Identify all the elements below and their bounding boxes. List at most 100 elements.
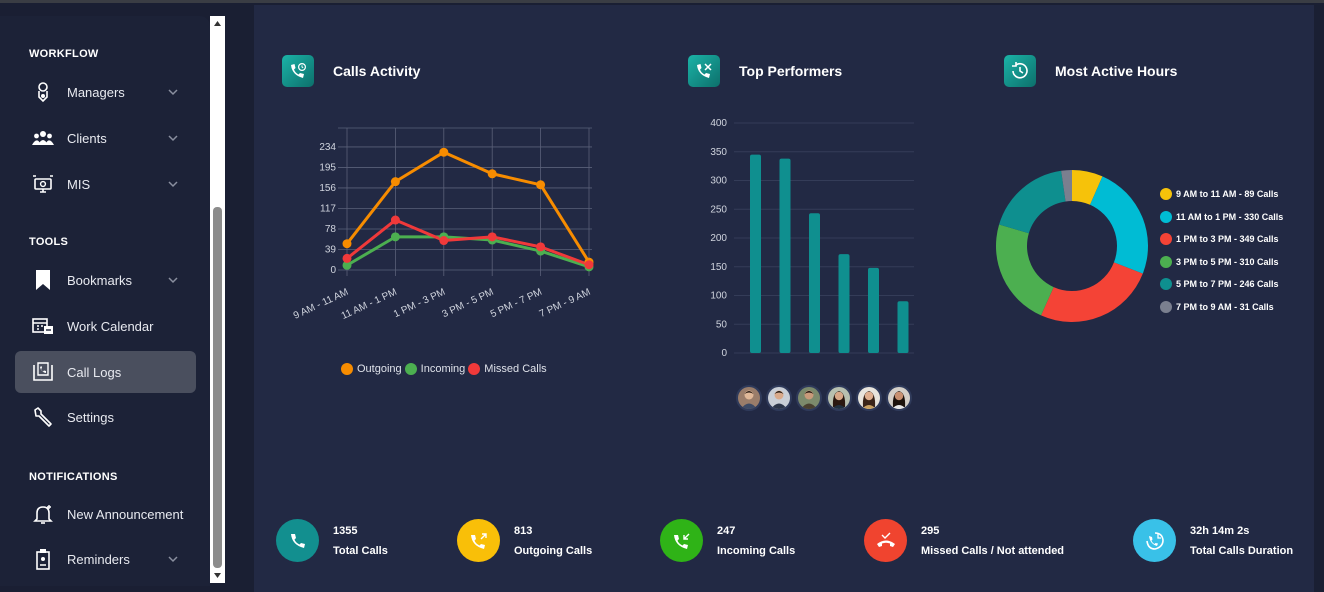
bar[interactable]	[868, 267, 879, 353]
legend-item-outgoing[interactable]: Outgoing	[341, 363, 402, 375]
call-clock-icon	[282, 55, 314, 87]
sidebar-scrollbar[interactable]	[210, 16, 225, 583]
y-tick-label: 300	[710, 176, 727, 187]
pie-slice[interactable]	[1041, 262, 1143, 323]
legend-swatch	[341, 363, 353, 375]
call-logs-icon	[32, 361, 54, 383]
sidebar-item-new-announcement[interactable]: New Announcement	[15, 493, 196, 535]
section-title-workflow: WORKFLOW	[29, 48, 99, 60]
series-line-missed-calls	[346, 218, 590, 267]
x-tick-label: 5 PM - 7 PM	[489, 287, 544, 320]
bell-icon	[32, 503, 54, 525]
stat-incoming-calls: 247 Incoming Calls	[660, 519, 795, 562]
chevron-down-icon[interactable]	[168, 275, 178, 285]
data-point[interactable]	[390, 215, 400, 225]
series-line-outgoing	[345, 150, 591, 263]
most-active-hours-donut-chart	[995, 170, 1149, 323]
data-point[interactable]	[439, 236, 449, 246]
pie-slice[interactable]	[1061, 170, 1072, 202]
phone-icon	[276, 519, 319, 562]
legend-label: 5 PM to 7 PM - 246 Calls	[1176, 279, 1279, 290]
sidebar-item-label: Managers	[67, 84, 125, 100]
stat-total-calls: 1355 Total Calls	[276, 519, 388, 562]
legend-item[interactable]: 7 PM to 9 AM - 31 Calls	[1160, 296, 1283, 319]
avatar[interactable]	[886, 385, 912, 411]
pie-slice[interactable]	[995, 224, 1054, 316]
avatar[interactable]	[796, 385, 822, 411]
clients-icon	[32, 127, 54, 149]
most-active-hours-header: Most Active Hours	[1004, 55, 1177, 87]
legend-item[interactable]: 11 AM to 1 PM - 330 Calls	[1160, 206, 1283, 229]
sidebar-item-managers[interactable]: Managers	[15, 71, 196, 113]
avatar[interactable]	[856, 385, 882, 411]
sidebar-item-label: MIS	[67, 176, 91, 192]
stat-outgoing-calls: 813 Outgoing Calls	[457, 519, 592, 562]
sidebar-item-label: Clients	[67, 130, 107, 146]
legend-swatch	[1160, 255, 1172, 268]
chevron-down-icon[interactable]	[168, 179, 178, 189]
data-point[interactable]	[390, 177, 400, 187]
scrollbar-thumb[interactable]	[213, 207, 222, 568]
data-point[interactable]	[487, 232, 497, 242]
y-tick-label: 350	[710, 147, 727, 158]
stat-value: 295	[921, 524, 940, 537]
data-point[interactable]	[342, 260, 352, 270]
chevron-down-icon[interactable]	[168, 133, 178, 143]
scroll-up-arrow-icon[interactable]	[213, 19, 222, 28]
sidebar-item-clients[interactable]: Clients	[15, 117, 196, 159]
bar[interactable]	[838, 254, 850, 353]
sidebar-item-mis[interactable]: MIS	[15, 163, 196, 205]
legend-item-incoming[interactable]: Incoming	[404, 363, 465, 375]
legend-item[interactable]: 9 AM to 11 AM - 89 Calls	[1160, 183, 1283, 206]
phone-missed-icon	[688, 55, 720, 87]
chevron-down-icon[interactable]	[168, 87, 178, 97]
sidebar-item-label: Reminders	[67, 551, 130, 567]
bar[interactable]	[779, 158, 791, 353]
sidebar-item-work-calendar[interactable]: Work Calendar	[15, 305, 196, 347]
data-point[interactable]	[536, 180, 546, 190]
pie-slice[interactable]	[1072, 170, 1103, 205]
scroll-down-arrow-icon[interactable]	[213, 571, 222, 580]
sidebar-item-label: Call Logs	[67, 364, 122, 380]
y-tick-label: 150	[710, 262, 727, 273]
legend-item-missed-calls[interactable]: Missed Calls	[468, 363, 547, 375]
reminder-icon	[32, 548, 54, 570]
chevron-down-icon[interactable]	[168, 554, 178, 564]
legend-item[interactable]: 3 PM to 5 PM - 310 Calls	[1160, 251, 1283, 274]
duration-icon	[1133, 519, 1176, 562]
sidebar-item-call-logs[interactable]: Call Logs	[15, 351, 196, 393]
legend-item[interactable]: 5 PM to 7 PM - 246 Calls	[1160, 273, 1283, 296]
avatar[interactable]	[736, 385, 762, 411]
data-point[interactable]	[584, 260, 594, 270]
y-tick-label: 250	[710, 204, 727, 215]
missed-call-icon	[864, 519, 907, 562]
pie-slice[interactable]	[999, 170, 1066, 234]
y-tick-label: 400	[710, 118, 727, 129]
sidebar-item-settings[interactable]: Settings	[15, 396, 196, 438]
bar[interactable]	[809, 213, 820, 353]
data-point[interactable]	[439, 147, 449, 157]
stat-total-duration: 32h 14m 2s Total Calls Duration	[1133, 519, 1293, 562]
section-title-notifications: NOTIFICATIONS	[29, 471, 118, 483]
data-point[interactable]	[487, 169, 497, 179]
pie-slice[interactable]	[1090, 176, 1149, 274]
data-point[interactable]	[342, 253, 352, 263]
stat-value: 1355	[333, 524, 358, 537]
sidebar-item-reminders[interactable]: Reminders	[15, 538, 196, 580]
data-point[interactable]	[536, 242, 546, 252]
legend-item[interactable]: 1 PM to 3 PM - 349 Calls	[1160, 228, 1283, 251]
stat-value: 247	[717, 524, 736, 537]
legend-swatch	[1160, 278, 1172, 291]
avatar[interactable]	[766, 385, 792, 411]
calls-activity-header: Calls Activity	[282, 55, 420, 87]
data-point[interactable]	[390, 232, 400, 242]
sidebar-item-bookmarks[interactable]: Bookmarks	[15, 259, 196, 301]
legend-label: 7 PM to 9 AM - 31 Calls	[1176, 301, 1274, 312]
section-title-tools: TOOLS	[29, 236, 69, 248]
sidebar-item-label: New Announcement	[67, 506, 184, 522]
bar[interactable]	[897, 301, 909, 353]
stat-label: Total Calls	[333, 544, 388, 557]
bar[interactable]	[750, 154, 761, 353]
avatar[interactable]	[826, 385, 852, 411]
data-point[interactable]	[342, 239, 352, 249]
